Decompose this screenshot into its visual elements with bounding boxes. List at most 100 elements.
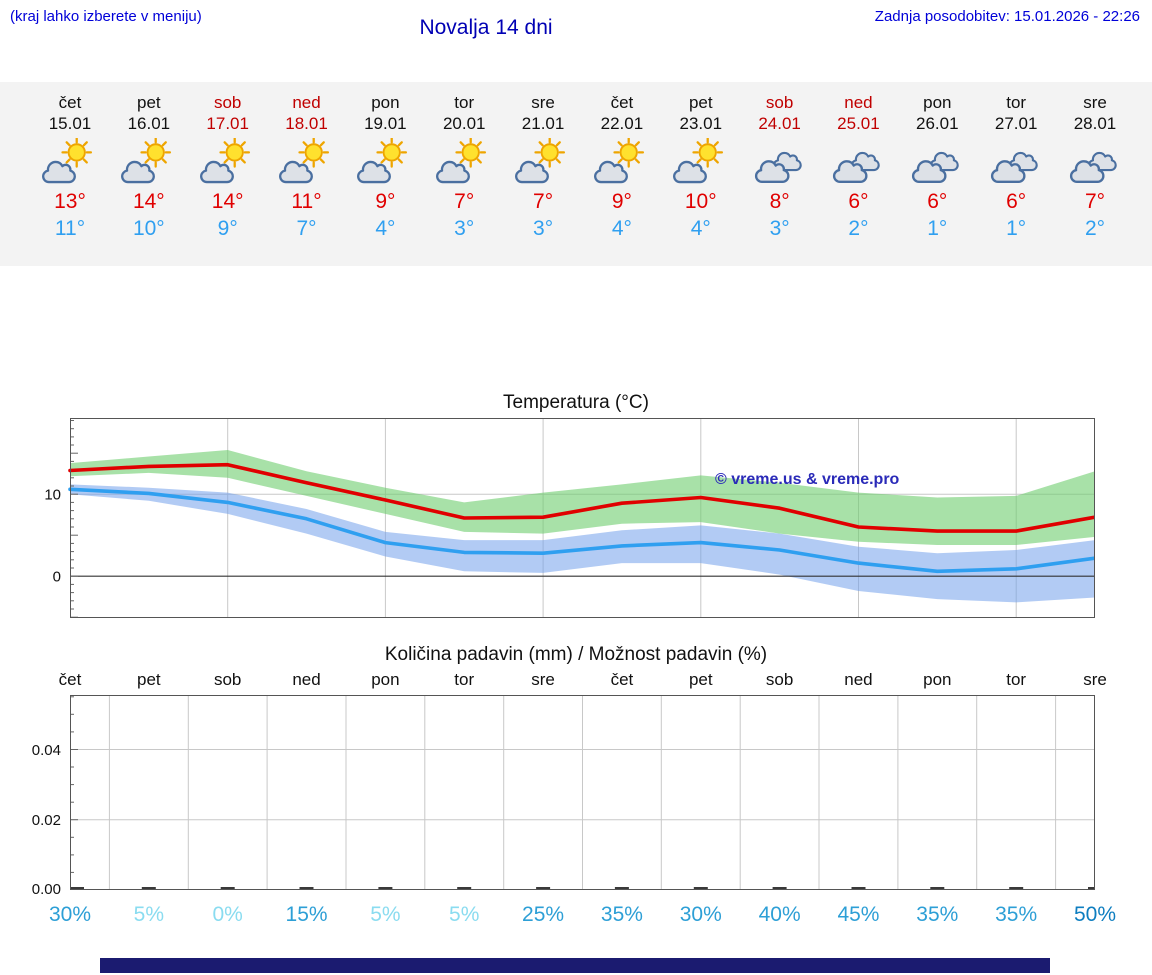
- low-temp: 3°: [769, 217, 790, 240]
- day-name: pet: [137, 93, 161, 112]
- precip-day-label: pet: [688, 670, 713, 689]
- precip-day-label: tor: [454, 670, 475, 689]
- precip-day-labels: čet pet sob ned pon tor sre čet pet sob ned pon tor s…: [59, 670, 1107, 695]
- sun-cloud-icon: [436, 137, 487, 184]
- sun-cloud-icon: [357, 137, 408, 184]
- precip-probability: 50%: [1073, 903, 1117, 926]
- day-date: 24.01: [758, 114, 801, 133]
- forecast-day: ned 18.01 11° 7°: [264, 92, 350, 242]
- low-temp: 3°: [533, 217, 554, 240]
- watermark: © vreme.us & vreme.pro: [715, 471, 900, 488]
- precip-day-label: čet: [610, 670, 634, 689]
- forecast-day: sob 17.01 14° 9°: [185, 92, 271, 242]
- footer: [0, 958, 1152, 975]
- weather-icon-wrap: [829, 138, 887, 185]
- precip-day-label: pon: [923, 670, 952, 689]
- svg-text:0: 0: [53, 569, 61, 586]
- forecast-strip: čet 15.01 13° 11° pet 16.01 14° 10° sob 17.01 14° 9…: [0, 82, 1152, 266]
- temperature-chart-svg: 0 10 © vreme.us & vreme.pro: [44, 418, 1095, 618]
- forecast-day: ned 25.01 6° 2°: [815, 92, 901, 242]
- day-date: 17.01: [206, 114, 249, 133]
- precip-day-label: sre: [531, 670, 555, 689]
- high-temp: 14°: [211, 190, 244, 213]
- day-date: 15.01: [48, 114, 92, 133]
- high-temp: 6°: [1006, 190, 1027, 213]
- temperature-chart-title: Temperatura (°C): [503, 392, 649, 413]
- precip-probability: 25%: [522, 903, 565, 926]
- precip-day-label: tor: [1006, 670, 1027, 689]
- sun-cloud-icon: [199, 137, 250, 184]
- forecast-days-container: čet 15.01 13° 11° pet 16.01 14° 10° sob 17.01 14° 9…: [42, 92, 1117, 254]
- precip-probability: 35%: [916, 903, 959, 926]
- precipitation-chart-svg: 0.00 0.02 0.04: [32, 695, 1095, 898]
- sun-cloud-icon: [120, 137, 171, 184]
- high-temp: 6°: [927, 190, 948, 213]
- svg-text:0.00: 0.00: [32, 881, 61, 898]
- location-menu-hint: (kraj lahko izberete v meniju): [10, 8, 202, 25]
- day-name: čet: [58, 93, 82, 112]
- forecast-day: sre 21.01 7° 3°: [500, 92, 586, 242]
- day-date: 25.01: [837, 114, 880, 133]
- low-temp: 10°: [132, 217, 165, 240]
- day-name: sob: [213, 93, 242, 112]
- weather-icon-wrap: [672, 137, 730, 185]
- high-temp: 6°: [848, 190, 869, 213]
- low-temp: 9°: [217, 217, 238, 240]
- precipitation-section: Količina padavin (mm) / Možnost padavin …: [0, 644, 1152, 933]
- day-date: 16.01: [127, 114, 171, 133]
- low-temp: 2°: [848, 217, 869, 240]
- high-temp: 7°: [454, 190, 475, 213]
- precip-probability: 30%: [48, 903, 92, 926]
- weather-icon-wrap: [908, 138, 966, 185]
- day-date: 22.01: [600, 114, 644, 133]
- forecast-day: tor 20.01 7° 3°: [421, 92, 507, 242]
- low-temp: 4°: [611, 217, 632, 240]
- sun-cloud-icon: [278, 137, 329, 184]
- day-date: 20.01: [442, 114, 486, 133]
- sun-cloud-icon: [42, 137, 93, 184]
- temperature-section: Temperatura (°C) 0 10 © vreme.us & vreme.p…: [0, 392, 1152, 618]
- day-name: sre: [531, 93, 555, 112]
- day-name: sre: [1083, 93, 1107, 112]
- sun-cloud-icon: [515, 137, 566, 184]
- low-temp: 4°: [690, 217, 711, 240]
- top-bar: (kraj lahko izberete v meniju) Novalja 1…: [0, 0, 1152, 40]
- precip-day-label: pon: [371, 670, 400, 689]
- precip-probability: 5%: [133, 903, 165, 926]
- day-date: 18.01: [285, 114, 328, 133]
- precip-probability: 0%: [212, 903, 243, 926]
- footer-bar: [100, 958, 1050, 973]
- low-temp: 3°: [454, 217, 475, 240]
- forecast-day: pet 23.01 10° 4°: [658, 92, 744, 242]
- day-date: 21.01: [521, 114, 565, 133]
- weather-icon-wrap: [199, 137, 257, 185]
- forecast-day: čet 15.01 13° 11°: [27, 92, 113, 242]
- high-temp: 9°: [375, 190, 396, 213]
- weather-icon-wrap: [514, 137, 572, 185]
- cloudy-icon: [991, 151, 1038, 184]
- forecast-day: sre 28.01 7° 2°: [1052, 92, 1138, 242]
- low-temp: 1°: [1006, 217, 1027, 240]
- precip-day-label: ned: [844, 670, 873, 689]
- high-temp: 7°: [533, 190, 554, 213]
- low-temp: 4°: [375, 217, 396, 240]
- cloudy-icon: [754, 151, 802, 184]
- forecast-day: sob 24.01 8° 3°: [737, 92, 823, 242]
- cloudy-icon: [1069, 151, 1117, 184]
- low-temp: 7°: [296, 217, 317, 240]
- high-temp: 11°: [291, 190, 322, 213]
- precip-probability: 35%: [995, 903, 1038, 926]
- day-name: pon: [371, 93, 400, 112]
- forecast-day: čet 22.01 9° 4°: [579, 92, 665, 242]
- last-update: Zadnja posodobitev: 15.01.2026 - 22:26: [874, 8, 1140, 25]
- cloudy-icon: [912, 151, 960, 184]
- precip-probability: 35%: [600, 903, 643, 926]
- precip-probability: 45%: [837, 903, 880, 926]
- low-temp: 2°: [1084, 217, 1106, 240]
- day-date: 23.01: [679, 114, 723, 133]
- forecast-day: tor 27.01 6° 1°: [973, 92, 1059, 242]
- high-temp: 9°: [611, 190, 632, 213]
- precip-probability: 15%: [285, 903, 328, 926]
- weather-icon-wrap: [987, 138, 1045, 185]
